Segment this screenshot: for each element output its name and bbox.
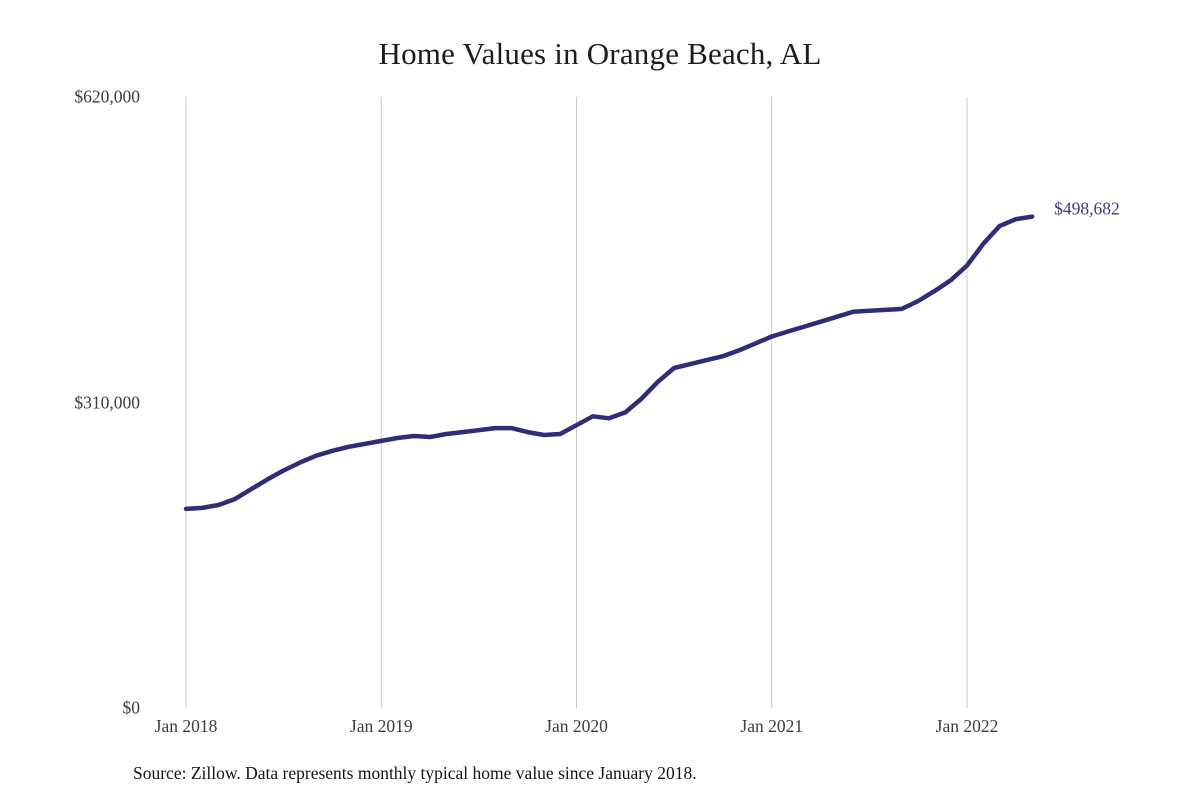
x-axis-tick-jan-2020: Jan 2020 — [545, 716, 608, 736]
chart-title: Home Values in Orange Beach, AL — [378, 36, 822, 71]
x-axis-tick-jan-2021: Jan 2021 — [740, 716, 804, 736]
home-value-line — [183, 214, 1035, 512]
x-axis-tick-jan-2022: Jan 2022 — [935, 716, 999, 736]
y-axis-tick-top: $620,000 — [74, 86, 140, 107]
x-axis-tick-jan-2018: Jan 2018 — [154, 716, 218, 736]
latest-value-label: $498,682 — [1054, 198, 1120, 219]
y-axis-tick-zero: $0 — [122, 697, 141, 718]
source-note: Source: Zillow. Data represents monthly … — [133, 763, 697, 783]
y-axis-tick-middle: $310,000 — [74, 392, 140, 412]
x-axis-tick-jan-2019: Jan 2019 — [349, 716, 413, 736]
